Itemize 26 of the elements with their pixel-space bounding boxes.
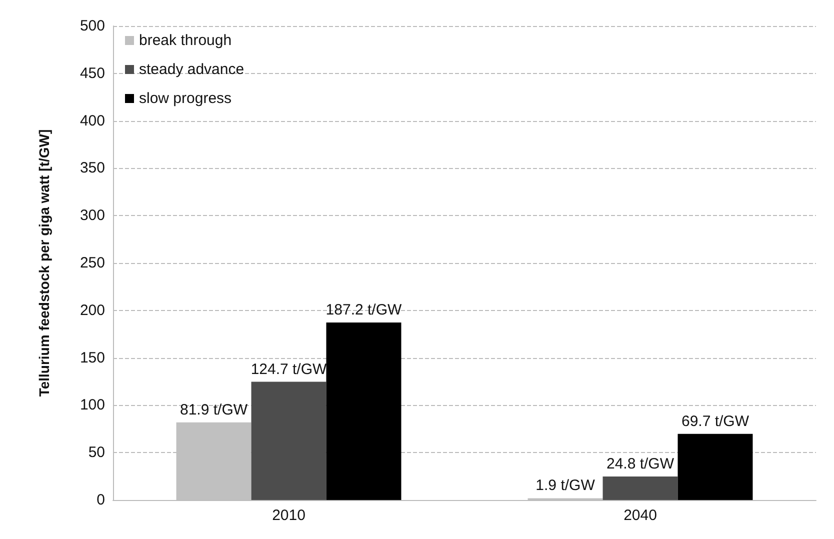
data-label: 24.8 t/GW <box>606 455 675 472</box>
bar <box>602 476 678 500</box>
legend-label: steady advance <box>139 61 244 78</box>
y-tick-label: 250 <box>80 254 105 272</box>
data-label: 187.2 t/GW <box>326 302 403 319</box>
y-tick-label: 400 <box>80 112 105 130</box>
y-tick-label: 150 <box>80 349 105 366</box>
data-label: 81.9 t/GW <box>180 401 248 418</box>
y-tick-label: 350 <box>80 160 105 177</box>
y-axis-title: Tellurium feedstock per giga watt [t/GW] <box>36 129 52 397</box>
x-tick-label: 2040 <box>624 507 657 524</box>
y-tick-label: 100 <box>80 396 105 414</box>
data-label: 69.7 t/GW <box>681 412 750 430</box>
y-tick-label: 450 <box>80 64 105 82</box>
y-tick-label: 300 <box>80 207 105 224</box>
y-tick-label: 500 <box>80 18 105 34</box>
legend-label: break through <box>139 32 232 49</box>
x-tick-label: 2010 <box>272 507 306 524</box>
bar <box>326 322 402 500</box>
bar <box>678 434 753 500</box>
y-tick-label: 50 <box>88 444 105 462</box>
y-tick-label: 200 <box>80 302 105 319</box>
bar <box>251 382 326 500</box>
data-label: 1.9 t/GW <box>536 477 596 494</box>
legend-label: slow progress <box>139 90 232 107</box>
y-tick-label: 0 <box>96 492 105 508</box>
